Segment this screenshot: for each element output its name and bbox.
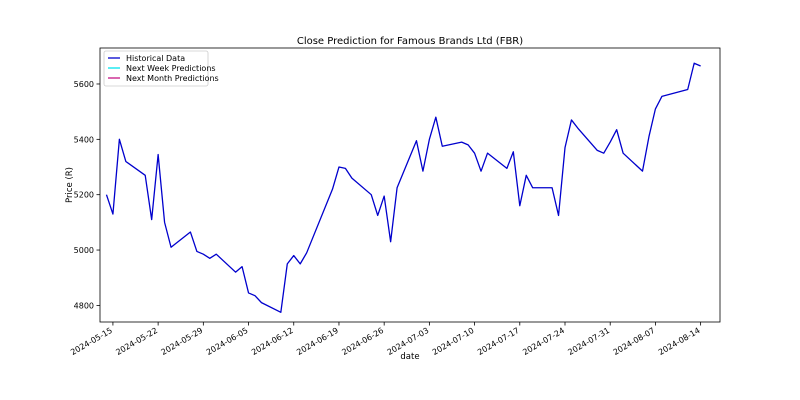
- series-layer: [105, 62, 701, 313]
- y-tick-label: 5200: [74, 191, 94, 200]
- x-axis-label: date: [400, 352, 419, 362]
- y-tick-label: 5600: [74, 80, 94, 89]
- y-axis: 4800 5000 5200 5400 5600: [74, 80, 100, 310]
- y-tick-label: 5400: [74, 135, 94, 144]
- y-tick-label: 5000: [74, 246, 94, 255]
- x-tick-label: 2024-06-12: [250, 326, 295, 357]
- y-tick-label: 4800: [74, 301, 94, 310]
- x-tick-label: 2024-05-29: [160, 326, 205, 357]
- series-line-0: [105, 62, 701, 313]
- x-tick-label: 2024-08-14: [657, 326, 702, 357]
- x-tick-label: 2024-07-17: [476, 326, 521, 357]
- legend-label-1: Next Week Predictions: [126, 64, 216, 73]
- x-tick-label: 2024-07-24: [521, 326, 566, 357]
- x-tick-label: 2024-06-05: [205, 326, 250, 357]
- x-axis: 2024-05-15 2024-05-22 2024-05-29 2024-06-05…: [69, 322, 702, 357]
- legend-label-0: Historical Data: [126, 54, 185, 63]
- x-tick-label: 2024-07-10: [431, 326, 476, 357]
- x-tick-label: 2024-05-22: [114, 326, 159, 357]
- x-tick-label: 2024-08-07: [612, 326, 657, 357]
- legend-box: [103, 50, 209, 87]
- x-tick-label: 2024-06-19: [295, 326, 340, 357]
- plot-area: [99, 47, 721, 323]
- y-axis-label: Price (R): [65, 167, 75, 203]
- chart-title: Close Prediction for Famous Brands Ltd (…: [297, 36, 523, 47]
- x-tick-label: 2024-06-26: [340, 326, 385, 357]
- legend-label-2: Next Month Predictions: [126, 74, 219, 83]
- x-tick-label: 2024-05-15: [69, 326, 114, 357]
- x-tick-label: 2024-07-31: [566, 326, 611, 357]
